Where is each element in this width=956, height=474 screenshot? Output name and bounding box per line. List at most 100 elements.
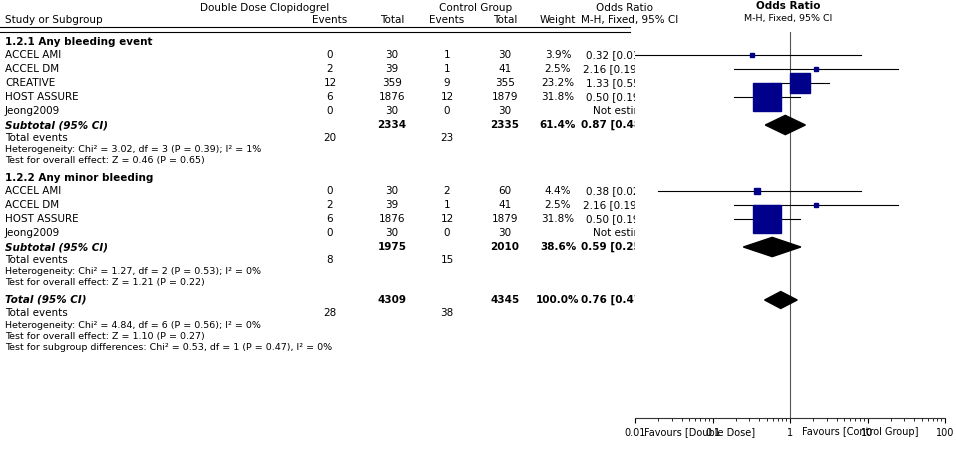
- Text: 1: 1: [444, 50, 450, 60]
- Text: Total (95% CI): Total (95% CI): [5, 295, 86, 305]
- Text: Total events: Total events: [5, 308, 68, 318]
- Text: Favours [Double Dose]: Favours [Double Dose]: [644, 427, 755, 437]
- Text: 2335: 2335: [490, 120, 519, 130]
- Text: 1975: 1975: [378, 242, 406, 252]
- Text: Test for overall effect: Z = 0.46 (P = 0.65): Test for overall effect: Z = 0.46 (P = 0…: [5, 156, 205, 165]
- Text: Not estimable: Not estimable: [594, 106, 666, 116]
- Text: 30: 30: [385, 228, 399, 238]
- Text: Total: Total: [492, 15, 517, 25]
- Text: 8: 8: [327, 255, 334, 265]
- Text: Jeong2009: Jeong2009: [5, 106, 60, 116]
- Text: Events: Events: [313, 15, 348, 25]
- Text: M-H, Fixed, 95% CI: M-H, Fixed, 95% CI: [581, 15, 679, 25]
- Text: Jeong2009: Jeong2009: [5, 228, 60, 238]
- Text: 2.5%: 2.5%: [545, 200, 572, 210]
- Polygon shape: [766, 115, 805, 135]
- Text: Weight: Weight: [540, 15, 576, 25]
- Text: 0: 0: [327, 228, 334, 238]
- Text: 4345: 4345: [490, 295, 520, 305]
- Text: 2.16 [0.19, 24.85]: 2.16 [0.19, 24.85]: [583, 200, 677, 210]
- Text: 23.2%: 23.2%: [541, 78, 575, 88]
- Text: 9: 9: [444, 78, 450, 88]
- Text: 0.32 [0.01, 8.24]: 0.32 [0.01, 8.24]: [586, 50, 674, 60]
- Text: 30: 30: [498, 106, 511, 116]
- Text: Study or Subgroup: Study or Subgroup: [5, 15, 102, 25]
- Text: M-H, Fixed, 95% CI: M-H, Fixed, 95% CI: [744, 13, 832, 22]
- Text: 1.2.2 Any minor bleeding: 1.2.2 Any minor bleeding: [5, 173, 153, 183]
- Text: 1.33 [0.55, 3.20]: 1.33 [0.55, 3.20]: [586, 78, 674, 88]
- Text: 30: 30: [498, 228, 511, 238]
- Text: HOST ASSURE: HOST ASSURE: [5, 214, 78, 224]
- Text: 30: 30: [385, 106, 399, 116]
- Text: Subtotal (95% CI): Subtotal (95% CI): [5, 120, 108, 130]
- Text: 1876: 1876: [379, 92, 405, 102]
- Text: 0.59 [0.25, 1.38]: 0.59 [0.25, 1.38]: [581, 242, 679, 252]
- Text: 2.16 [0.19, 24.85]: 2.16 [0.19, 24.85]: [583, 64, 677, 74]
- Text: Total: Total: [380, 15, 404, 25]
- Text: 1879: 1879: [491, 92, 518, 102]
- Text: Control Group: Control Group: [440, 3, 512, 13]
- Text: 12: 12: [323, 78, 337, 88]
- Text: 2334: 2334: [378, 120, 406, 130]
- Text: 30: 30: [498, 50, 511, 60]
- Text: Favours [Control Group]: Favours [Control Group]: [802, 427, 919, 437]
- Text: CREATIVE: CREATIVE: [5, 78, 55, 88]
- Text: 30: 30: [385, 50, 399, 60]
- Text: Test for overall effect: Z = 1.10 (P = 0.27): Test for overall effect: Z = 1.10 (P = 0…: [5, 331, 205, 340]
- Text: ACCEL DM: ACCEL DM: [5, 200, 59, 210]
- Text: 0.50 [0.19, 1.33]: 0.50 [0.19, 1.33]: [586, 214, 674, 224]
- Text: 0.87 [0.48, 1.58]: 0.87 [0.48, 1.58]: [581, 120, 679, 130]
- Text: Total events: Total events: [5, 133, 68, 143]
- Text: 6: 6: [327, 92, 334, 102]
- Text: 30: 30: [385, 186, 399, 196]
- Text: 2010: 2010: [490, 242, 519, 252]
- Polygon shape: [765, 292, 797, 309]
- Text: 6: 6: [327, 214, 334, 224]
- Text: 0: 0: [444, 106, 450, 116]
- Text: Double Dose Clopidogrel: Double Dose Clopidogrel: [201, 3, 330, 13]
- Text: 1: 1: [444, 64, 450, 74]
- Text: Test for subgroup differences: Chi² = 0.53, df = 1 (P = 0.47), I² = 0%: Test for subgroup differences: Chi² = 0.…: [5, 343, 332, 352]
- Text: Heterogeneity: Chi² = 3.02, df = 3 (P = 0.39); I² = 1%: Heterogeneity: Chi² = 3.02, df = 3 (P = …: [5, 146, 261, 155]
- Text: 2.5%: 2.5%: [545, 64, 572, 74]
- Text: ACCEL AMI: ACCEL AMI: [5, 50, 61, 60]
- Text: 28: 28: [323, 308, 337, 318]
- Text: 15: 15: [441, 255, 454, 265]
- Text: 39: 39: [385, 64, 399, 74]
- Text: 38.6%: 38.6%: [540, 242, 576, 252]
- Text: Heterogeneity: Chi² = 1.27, df = 2 (P = 0.53); I² = 0%: Heterogeneity: Chi² = 1.27, df = 2 (P = …: [5, 267, 261, 276]
- Text: 0.76 [0.47, 1.24]: 0.76 [0.47, 1.24]: [580, 295, 680, 305]
- Text: 1876: 1876: [379, 214, 405, 224]
- Text: 0.38 [0.02, 8.25]: 0.38 [0.02, 8.25]: [586, 186, 674, 196]
- Text: Odds Ratio: Odds Ratio: [756, 1, 820, 11]
- Text: 4.4%: 4.4%: [545, 186, 572, 196]
- Text: 41: 41: [498, 64, 511, 74]
- Text: Odds Ratio: Odds Ratio: [597, 3, 654, 13]
- Text: Heterogeneity: Chi² = 4.84, df = 6 (P = 0.56); I² = 0%: Heterogeneity: Chi² = 4.84, df = 6 (P = …: [5, 320, 261, 329]
- Text: 12: 12: [441, 214, 454, 224]
- Text: 3.9%: 3.9%: [545, 50, 572, 60]
- Text: 2: 2: [444, 186, 450, 196]
- Text: 355: 355: [495, 78, 515, 88]
- Text: 0: 0: [327, 50, 334, 60]
- Text: 2: 2: [327, 64, 334, 74]
- Text: Not estimable: Not estimable: [594, 228, 666, 238]
- Text: 0: 0: [444, 228, 450, 238]
- Text: 20: 20: [323, 133, 337, 143]
- Text: 41: 41: [498, 200, 511, 210]
- Text: Subtotal (95% CI): Subtotal (95% CI): [5, 242, 108, 252]
- Text: 60: 60: [498, 186, 511, 196]
- Text: 0: 0: [327, 106, 334, 116]
- Text: HOST ASSURE: HOST ASSURE: [5, 92, 78, 102]
- Text: 4309: 4309: [378, 295, 406, 305]
- Text: Events: Events: [429, 15, 465, 25]
- Text: 1: 1: [444, 200, 450, 210]
- Text: 1.2.1 Any bleeding event: 1.2.1 Any bleeding event: [5, 37, 153, 47]
- Text: 31.8%: 31.8%: [541, 92, 575, 102]
- Text: Total events: Total events: [5, 255, 68, 265]
- Text: 100.0%: 100.0%: [536, 295, 579, 305]
- Text: 38: 38: [441, 308, 454, 318]
- Text: 39: 39: [385, 200, 399, 210]
- Text: ACCEL DM: ACCEL DM: [5, 64, 59, 74]
- Text: 31.8%: 31.8%: [541, 214, 575, 224]
